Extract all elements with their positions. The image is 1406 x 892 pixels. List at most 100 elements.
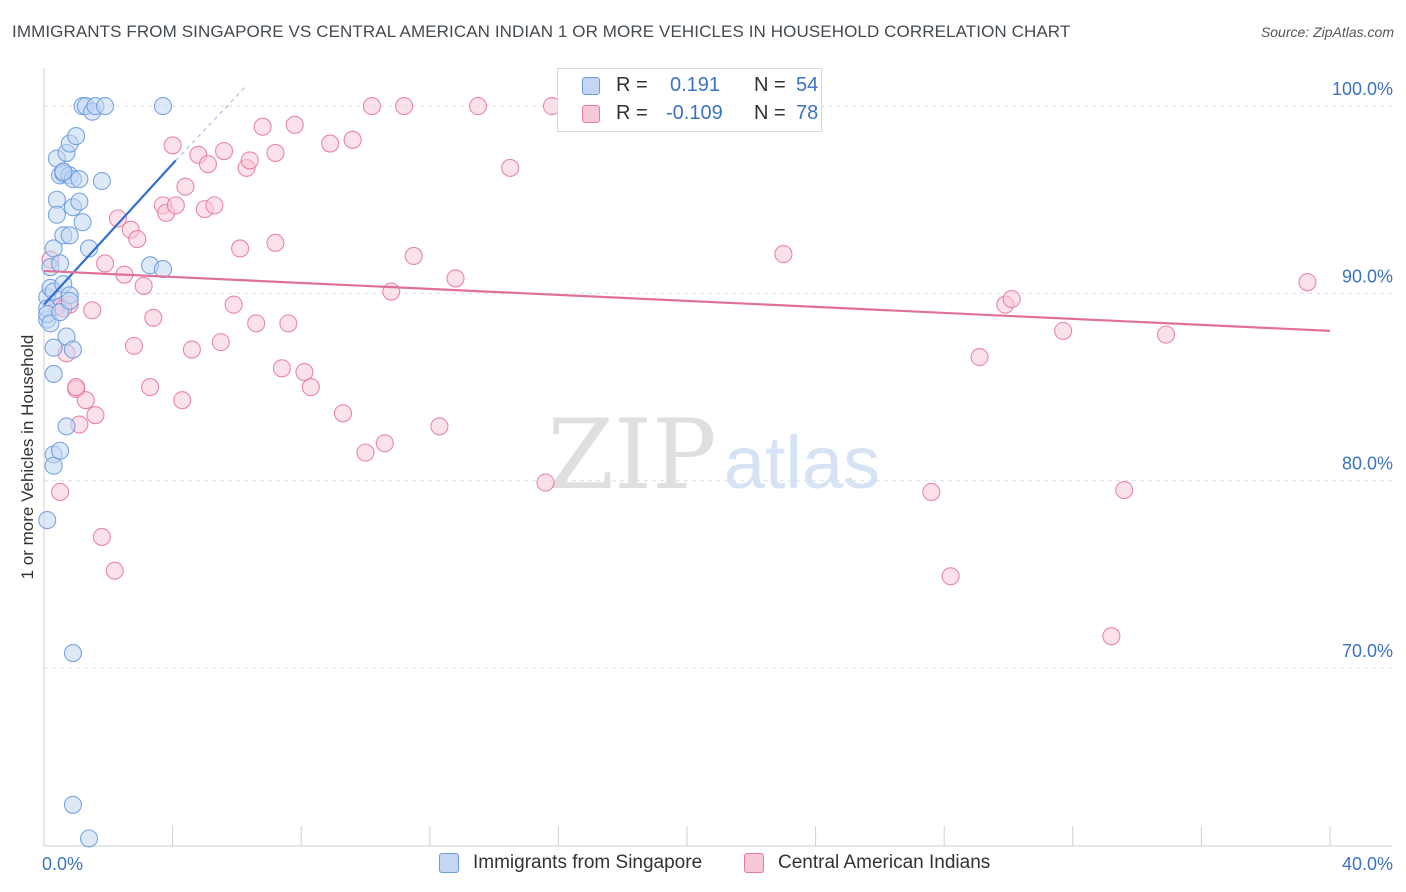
data-point-central-american-indians [176,177,195,196]
data-point-immigrants-from-singapore [51,441,70,460]
data-point-central-american-indians [285,115,304,134]
data-point-central-american-indians [240,151,259,170]
y-tick-label: 80.0% [1342,454,1393,474]
data-point-central-american-indians [468,97,488,116]
source-credit: Source: ZipAtlas.com [1260,24,1394,40]
watermark-atlas: atlas [724,421,880,504]
data-point-immigrants-from-singapore [70,192,89,211]
data-point-central-american-indians [382,282,401,301]
data-point-central-american-indians [214,142,234,161]
data-point-immigrants-from-singapore [44,456,63,475]
data-point-immigrants-from-singapore [153,97,173,116]
data-point-immigrants-from-singapore [57,417,76,436]
data-point-central-american-indians [1054,321,1073,340]
data-point-central-american-indians [205,196,224,215]
data-point-central-american-indians [321,134,340,153]
bottom-legend-swatch-central-american [744,853,764,873]
data-point-immigrants-from-singapore [63,644,82,663]
data-point-central-american-indians [51,482,70,502]
data-point-central-american-indians [173,391,192,410]
data-point-immigrants-from-singapore [153,260,173,279]
points-immigrants-from-singapore [38,97,173,848]
data-point-central-american-indians [1102,627,1121,646]
watermark-zip: ZIP [547,399,716,511]
data-point-immigrants-from-singapore [79,829,99,848]
data-point-immigrants-from-singapore [38,511,57,530]
data-point-central-american-indians [272,359,291,378]
data-point-central-american-indians [198,155,218,174]
data-point-central-american-indians [166,196,185,215]
data-point-central-american-indians [83,301,102,320]
data-point-central-american-indians [430,417,449,436]
data-point-immigrants-from-singapore [63,340,82,359]
chart-title: IMMIGRANTS FROM SINGAPORE VS CENTRAL AME… [12,22,1071,41]
data-point-central-american-indians [404,246,423,266]
data-point-immigrants-from-singapore [73,213,92,232]
data-point-central-american-indians [295,363,314,382]
grid-lines [44,105,1392,669]
data-point-central-american-indians [134,276,153,295]
data-point-central-american-indians [1298,273,1317,292]
data-point-central-american-indians [774,245,793,264]
bottom-legend-label: Immigrants from Singapore [473,852,703,873]
y-tick-label: 100.0% [1332,79,1393,99]
legend-r-label: R = [616,102,648,124]
trend-line-central-american [43,269,1331,332]
data-point-immigrants-from-singapore [60,226,79,245]
correlation-legend: R = 0.191 N = 54 R = -0.109 N = 78 [557,68,822,132]
data-point-central-american-indians [96,254,115,273]
data-point-central-american-indians [105,561,124,580]
legend-r-value: 0.191 [670,74,721,96]
data-point-central-american-indians [108,209,127,228]
data-point-central-american-indians [253,117,272,136]
data-point-central-american-indians [128,230,147,249]
trend-lines [43,85,1331,332]
data-point-immigrants-from-singapore [67,127,86,146]
data-point-central-american-indians [266,233,285,252]
legend-n-label: N = [754,102,786,124]
tick-labels: 70.0% 80.0% 90.0% 100.0% 0.0% 40.0% [42,79,1393,874]
legend-n-label: N = [754,74,786,96]
data-point-central-american-indians [375,434,394,453]
data-point-immigrants-from-singapore [92,171,111,191]
legend-r-value: -0.109 [666,102,723,124]
data-point-central-american-indians [211,333,230,352]
data-point-central-american-indians [279,314,298,333]
data-point-immigrants-from-singapore [96,97,115,116]
data-point-immigrants-from-singapore [44,239,63,258]
data-point-central-american-indians [395,97,414,116]
data-point-central-american-indians [446,269,465,288]
points-central-american-indians [41,97,1317,646]
data-point-central-american-indians [224,295,243,314]
axes [43,68,1392,847]
data-point-central-american-indians [1156,325,1176,344]
data-point-central-american-indians [333,404,353,423]
data-point-central-american-indians [182,340,201,359]
data-point-immigrants-from-singapore [63,795,82,814]
data-point-immigrants-from-singapore [44,338,63,357]
bottom-legend-swatch-singapore [439,853,459,873]
legend-n-value: 54 [796,74,819,96]
data-point-immigrants-from-singapore [60,291,79,310]
data-point-central-american-indians [67,378,86,397]
data-point-central-american-indians [76,391,95,410]
legend-swatch-central-american [582,105,600,123]
data-point-immigrants-from-singapore [44,364,63,384]
data-point-central-american-indians [163,136,182,155]
legend-n-value: 78 [796,102,819,124]
data-point-immigrants-from-singapore [70,170,89,189]
data-point-central-american-indians [86,406,105,425]
data-point-immigrants-from-singapore [47,205,66,224]
data-point-central-american-indians [970,348,989,367]
data-point-immigrants-from-singapore [54,162,73,181]
data-point-central-american-indians [266,143,285,162]
data-point-central-american-indians [231,239,250,258]
data-point-central-american-indians [343,130,362,149]
data-point-central-american-indians [1002,289,1021,309]
trend-line-singapore-extension [175,85,247,161]
data-point-central-american-indians [536,473,555,492]
y-tick-label: 90.0% [1342,266,1393,286]
data-point-central-american-indians [501,158,520,177]
legend-swatch-singapore [582,77,600,95]
